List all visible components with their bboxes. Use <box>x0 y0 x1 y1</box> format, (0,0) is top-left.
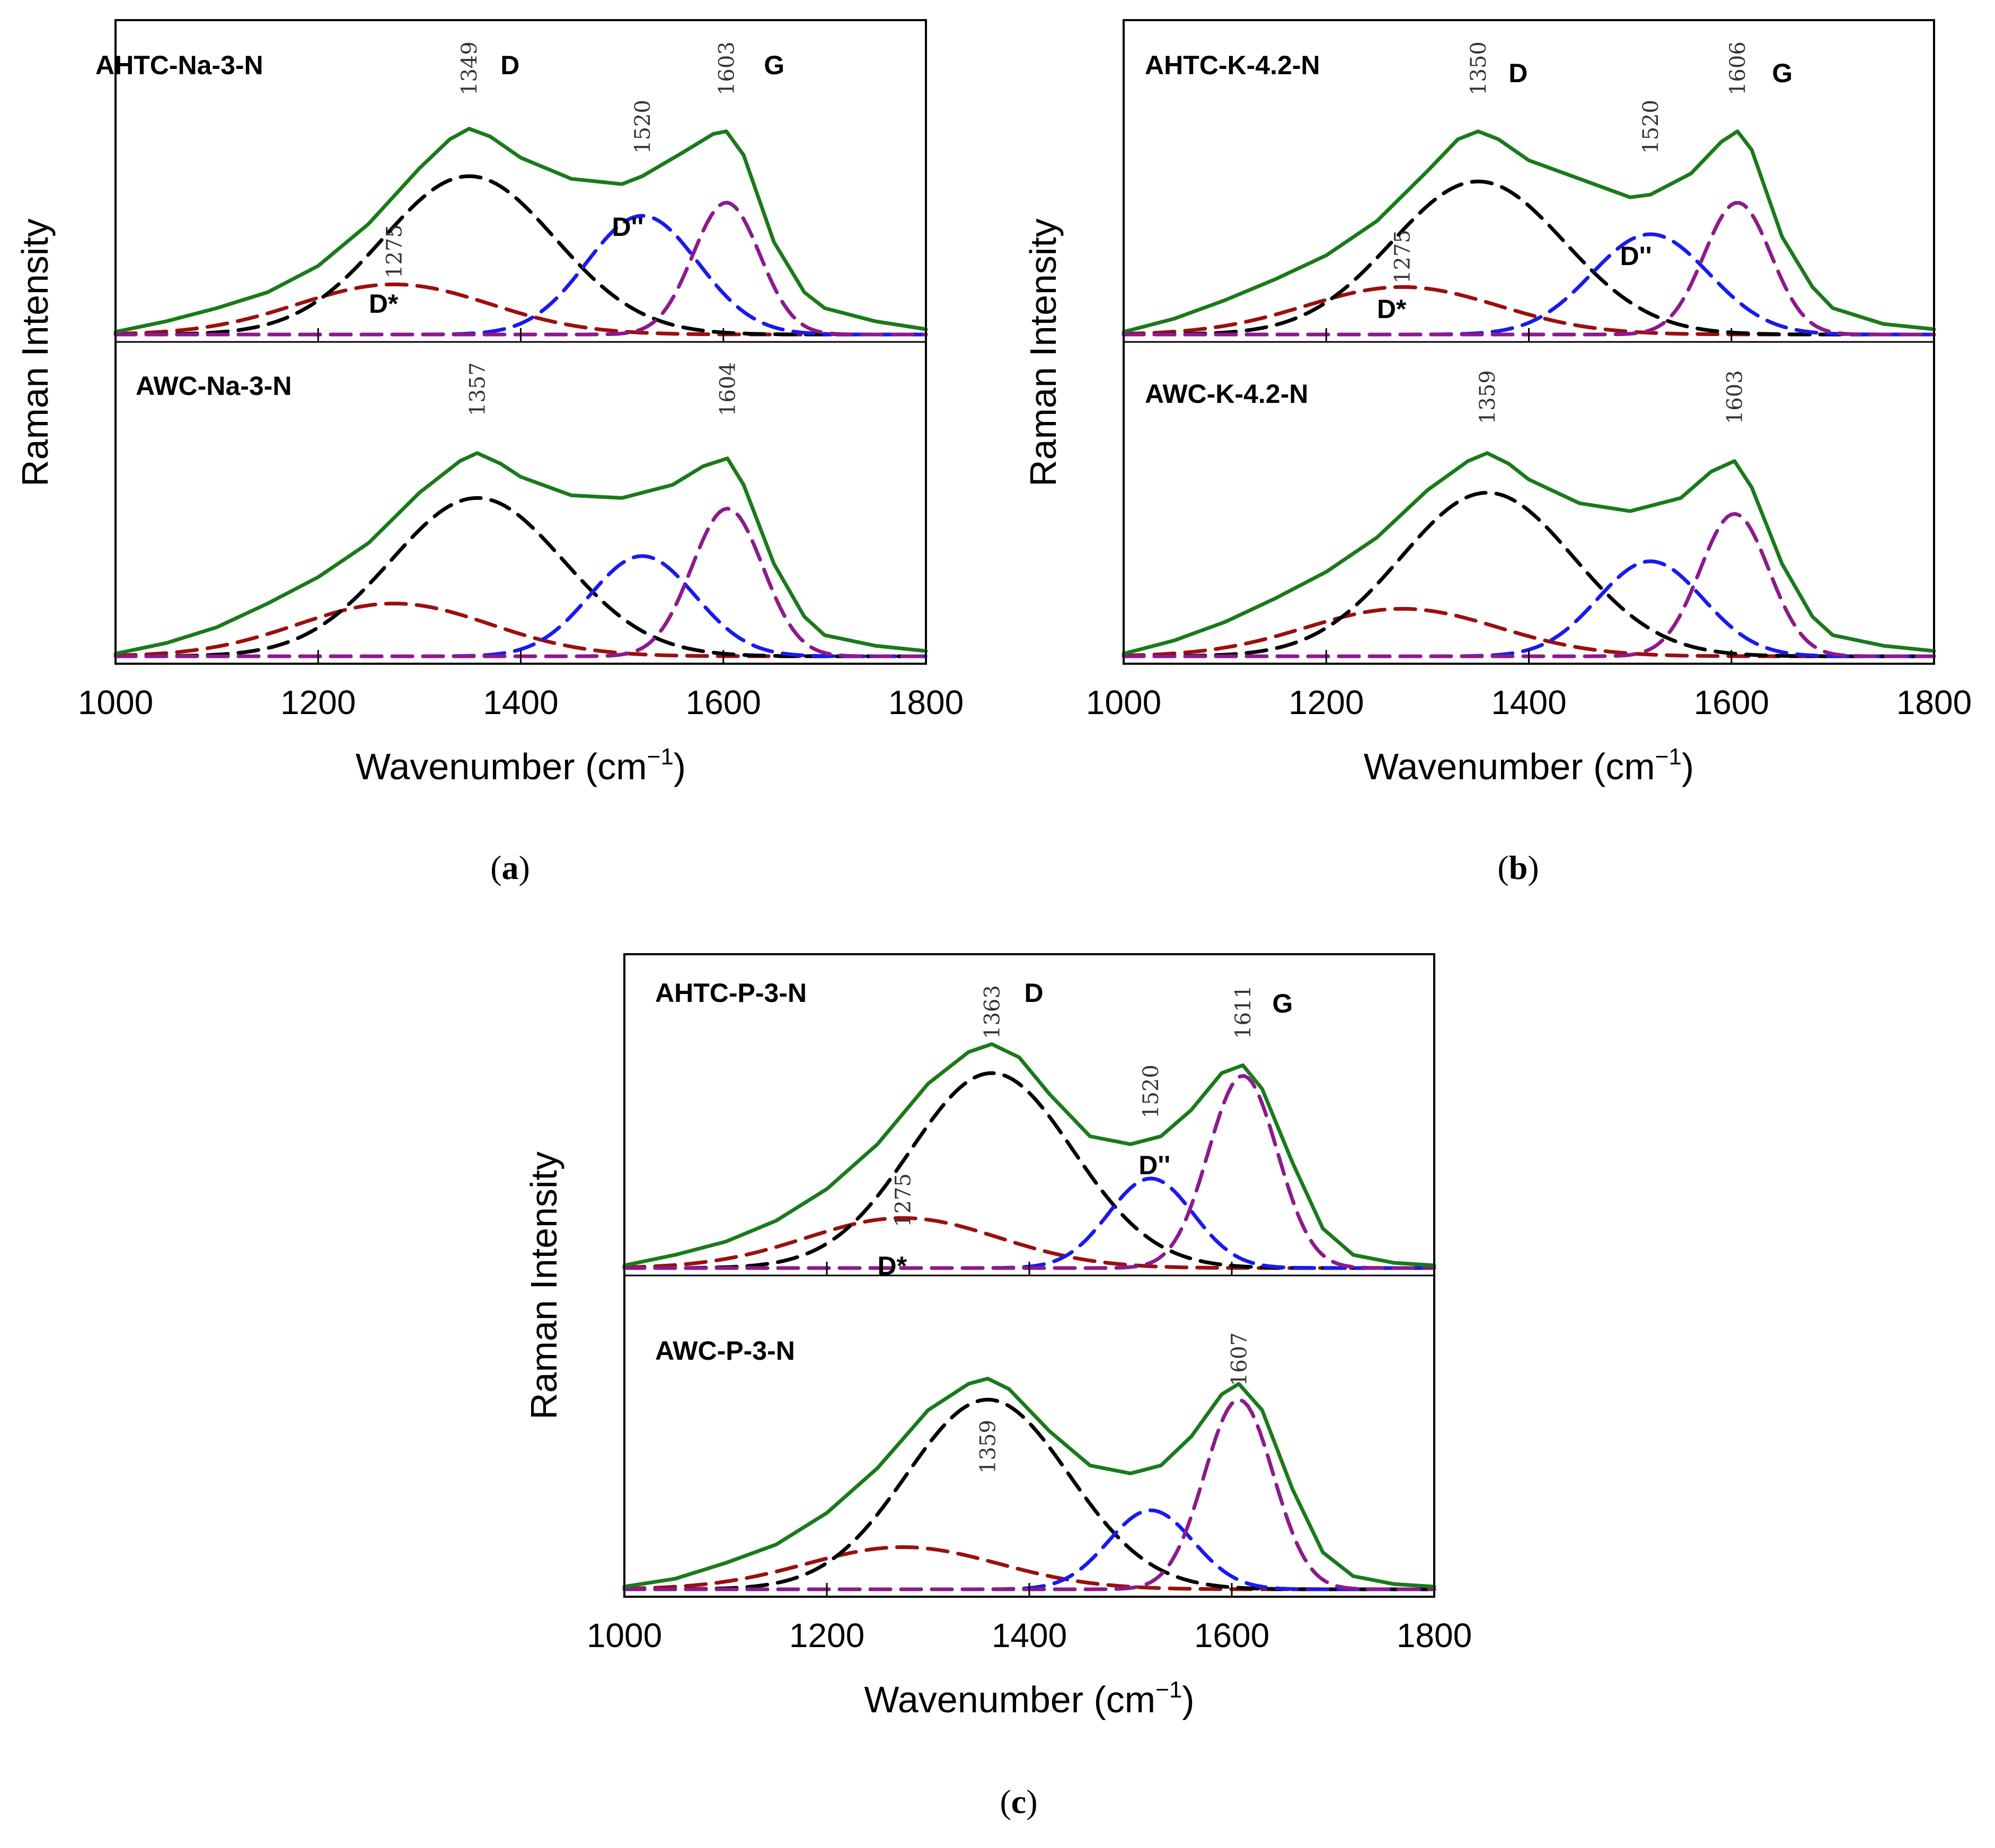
panel-b-x-tick-label: 1200 <box>1288 683 1364 721</box>
panel-b-caption-close: ) <box>1528 849 1539 886</box>
panel-a-x-tick-label: 1400 <box>483 683 558 721</box>
panel-a-sub0-peak-label: 1603 <box>714 41 739 95</box>
panel-a-sub0-peak-label: 1275 <box>383 224 407 278</box>
panel-a-x-tick-label: 1600 <box>686 683 761 721</box>
panel-a-x-axis-title-close: ) <box>674 746 686 787</box>
panel-c-sub1-sample-label: AWC-P-3-N <box>655 1336 795 1366</box>
panel-b-sub0-fit-d-band <box>1122 179 1936 337</box>
panel-b-x-tick-label: 1400 <box>1491 683 1566 721</box>
panel-c-x-tick-label: 1200 <box>789 1616 864 1655</box>
panel-c: AHTC-P-3-N 1363 1520 1611 1275 D G D'' D* AWC-P-3… <box>523 953 1472 1820</box>
panel-a-sub0-band-label: G <box>764 50 784 80</box>
panel-b-sub0-peak-label: 1606 <box>1726 41 1750 95</box>
panel-a: AHTC-Na-3-N 1349 1520 1603 1275 D G D'' D* AWC-Na… <box>14 19 964 886</box>
panel-c-sub0-band-label: D* <box>878 1251 907 1281</box>
panel-a-x-tick-label: 1200 <box>280 683 356 721</box>
panel-a-caption: (a) <box>490 849 530 886</box>
panel-a-sub0-peak-label: 1520 <box>631 100 655 154</box>
panel-c-caption-open: ( <box>1000 1783 1011 1820</box>
panel-a-sub1-peak-label: 1604 <box>716 362 740 416</box>
panel-c-sub0-peak-label: 1611 <box>1231 985 1256 1039</box>
panel-c-sub1-fit-d-band <box>622 1397 1436 1591</box>
panel-a-x-tick-label: 1800 <box>888 683 964 721</box>
panel-a-caption-letter: a <box>502 849 519 886</box>
panel-c-x-axis-title-sup: −1 <box>1155 1677 1182 1703</box>
panel-c-sub1-fit-g-band <box>622 1397 1436 1591</box>
panel-a-sub0-measured-spectrum <box>113 127 928 334</box>
panel-c-sub1-peak-label: 1607 <box>1227 1332 1251 1386</box>
panel-b-sub1-measured-spectrum <box>1122 451 1936 656</box>
panel-b-sub1-sample-label: AWC-K-4.2-N <box>1145 379 1308 409</box>
panel-c-sub0-measured-spectrum <box>622 1042 1436 1268</box>
panel-b-x-tick-label: 1800 <box>1896 683 1972 721</box>
panel-b-sub0-band-label: D <box>1508 58 1528 88</box>
panel-a-x-axis-title-main: Wavenumber (cm <box>356 746 647 787</box>
panel-b-sub1-peak-label: 1603 <box>1723 370 1747 424</box>
panel-c-x-axis-title-main: Wavenumber (cm <box>864 1679 1155 1720</box>
panel-c-sub0-peak-label: 1520 <box>1139 1064 1163 1119</box>
panel-b-caption-letter: b <box>1509 849 1528 886</box>
panel-b-x-axis-title: Wavenumber (cm−1) <box>1364 744 1694 787</box>
panel-b-y-axis-title: Raman Intensity <box>1022 218 1064 487</box>
panel-c-sub0-peak-label: 1275 <box>891 1173 915 1227</box>
panel-b-sub0-measured-spectrum <box>1122 129 1936 334</box>
panel-a-sub1-peak-label: 1357 <box>465 362 490 416</box>
panel-a-sub0-band-label: D* <box>369 289 399 319</box>
panel-c-sub0-band-label: G <box>1272 989 1293 1018</box>
panel-c-y-axis-title: Raman Intensity <box>523 1151 564 1420</box>
panel-b-x-tick-label: 1000 <box>1086 683 1161 721</box>
panel-a-sub0-band-label: D <box>500 50 519 80</box>
panel-a-x-axis-title-sup: −1 <box>647 744 674 770</box>
panel-a-sub0-sample-label: AHTC-Na-3-N <box>95 50 263 80</box>
panel-c-x-axis-title: Wavenumber (cm−1) <box>864 1677 1194 1720</box>
panel-c-x-tick-label: 1400 <box>992 1616 1067 1655</box>
panel-c-sub0-band-label: D <box>1024 978 1043 1008</box>
panel-b-x-tick-label: 1600 <box>1694 683 1769 721</box>
panel-a-sub0-band-label: D'' <box>612 212 644 242</box>
panel-c-sub1-peak-label: 1359 <box>976 1420 1001 1474</box>
panel-c-sub0-band-label: D'' <box>1138 1150 1170 1180</box>
panel-a-sub0-fit-d-band <box>113 174 928 337</box>
panel-b-sub0-band-label: D* <box>1377 294 1407 324</box>
panel-a-sub1-measured-spectrum <box>113 451 928 656</box>
panel-b-sub1-fit-d-band <box>1122 490 1936 658</box>
panel-c-caption: (c) <box>1000 1783 1037 1820</box>
panel-b-x-axis-title-sup: −1 <box>1655 744 1682 770</box>
panel-b-caption-open: ( <box>1497 849 1508 886</box>
panel-b-caption: (b) <box>1497 849 1539 886</box>
panel-b-sub0-fit-d-star <box>1122 285 1936 337</box>
panel-a-sub0-peak-label: 1349 <box>457 41 482 95</box>
panel-c-sub0-peak-label: 1363 <box>980 985 1004 1039</box>
panel-a-sub1-sample-label: AWC-Na-3-N <box>136 371 292 401</box>
panel-b-sub1-peak-label: 1359 <box>1476 370 1500 424</box>
panel-a-y-axis-title: Raman Intensity <box>14 218 56 487</box>
panel-a-caption-open: ( <box>490 849 501 886</box>
panel-c-sub1-measured-spectrum <box>622 1377 1436 1589</box>
panel-b: AHTC-K-4.2-N 1350 1520 1606 1275 D G D'' D* AWC-K… <box>1022 19 1972 886</box>
panel-b-sub0-band-label: D'' <box>1620 241 1652 271</box>
panel-c-sub0-fit-g-band <box>622 1073 1436 1270</box>
panel-b-sub0-sample-label: AHTC-K-4.2-N <box>1145 50 1320 80</box>
panel-c-x-tick-label: 1600 <box>1194 1616 1269 1655</box>
panel-a-sub0-fit-d-double <box>113 214 928 337</box>
panel-b-sub0-peak-label: 1275 <box>1391 230 1415 284</box>
panel-c-x-tick-label: 1000 <box>587 1616 662 1655</box>
panel-c-caption-letter: c <box>1011 1783 1026 1820</box>
panel-b-sub0-peak-label: 1350 <box>1467 41 1491 95</box>
panel-c-x-tick-label: 1800 <box>1397 1616 1472 1655</box>
panel-a-x-tick-label: 1000 <box>78 683 153 721</box>
panel-b-sub0-peak-label: 1520 <box>1639 100 1663 154</box>
panel-c-sub0-fit-d-band <box>622 1071 1436 1270</box>
panel-c-x-axis-title-close: ) <box>1182 1679 1194 1720</box>
panel-b-x-axis-title-main: Wavenumber (cm <box>1364 746 1655 787</box>
panel-c-caption-close: ) <box>1026 1783 1037 1820</box>
panel-a-caption-close: ) <box>519 849 530 886</box>
panel-a-x-axis-title: Wavenumber (cm−1) <box>356 744 686 787</box>
panel-b-sub0-band-label: G <box>1772 58 1793 88</box>
panel-b-x-axis-title-close: ) <box>1682 746 1694 787</box>
panel-c-sub0-sample-label: AHTC-P-3-N <box>655 978 807 1008</box>
